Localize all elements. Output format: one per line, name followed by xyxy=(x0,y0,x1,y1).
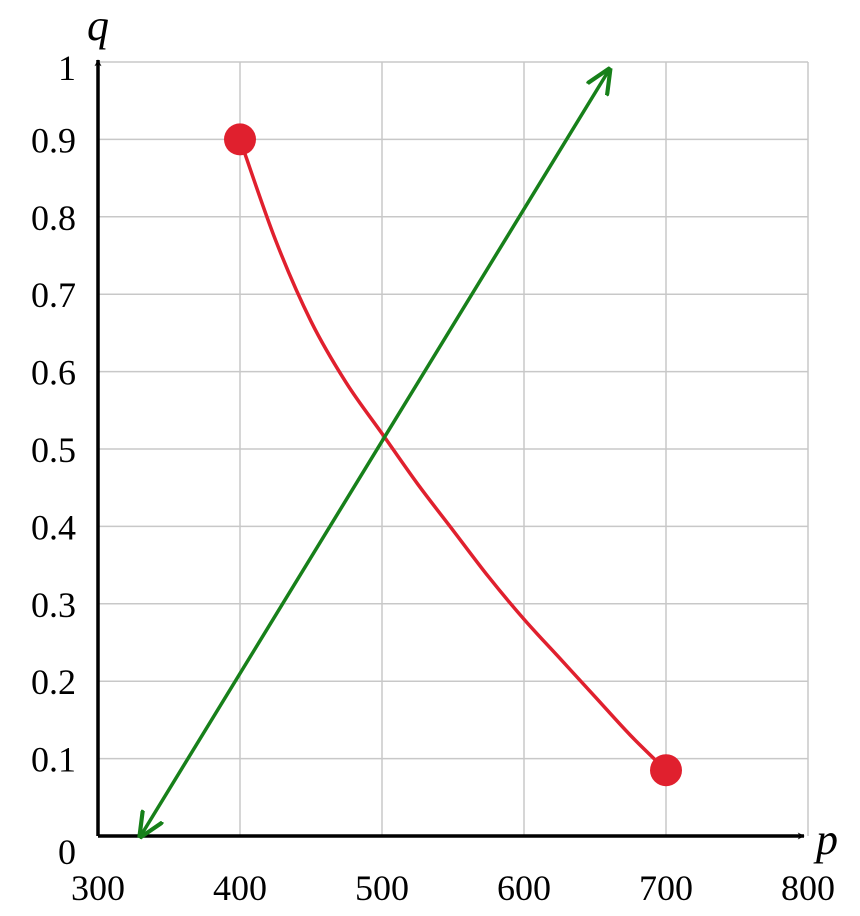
y-tick-label: 1 xyxy=(58,48,76,88)
x-axis-title: p xyxy=(813,815,838,864)
y-axis-title: q xyxy=(87,1,109,50)
y-tick-label: 0 xyxy=(58,832,76,872)
x-tick-label: 700 xyxy=(639,868,693,908)
axes xyxy=(94,59,805,840)
y-tick-label: 0.9 xyxy=(31,120,76,160)
curve-end-point xyxy=(650,754,682,787)
x-tick-label: 300 xyxy=(71,868,125,908)
axis-labels: 300 400 500 600 700 800 0 0.1 0.2 0.3 0.4 0.5 0.6 0.7… xyxy=(31,1,838,908)
plot-area xyxy=(141,70,682,836)
y-tick-label: 0.2 xyxy=(31,662,76,702)
y-tick-label: 0.4 xyxy=(31,507,76,547)
x-tick-label: 600 xyxy=(497,868,551,908)
x-tick-label: 500 xyxy=(355,868,409,908)
series-line-green xyxy=(141,70,610,836)
y-tick-label: 0.1 xyxy=(31,740,76,780)
y-tick-label: 0.6 xyxy=(31,353,76,393)
y-tick-label: 0.5 xyxy=(31,430,76,470)
curve-start-point xyxy=(224,123,256,156)
grid xyxy=(98,61,809,836)
x-tick-label: 400 xyxy=(213,868,267,908)
series-curve-red xyxy=(238,137,668,772)
y-tick-label: 0.8 xyxy=(31,198,76,238)
x-tick-label: 800 xyxy=(781,868,835,908)
y-tick-label: 0.7 xyxy=(31,275,76,315)
y-tick-label: 0.3 xyxy=(31,585,76,625)
